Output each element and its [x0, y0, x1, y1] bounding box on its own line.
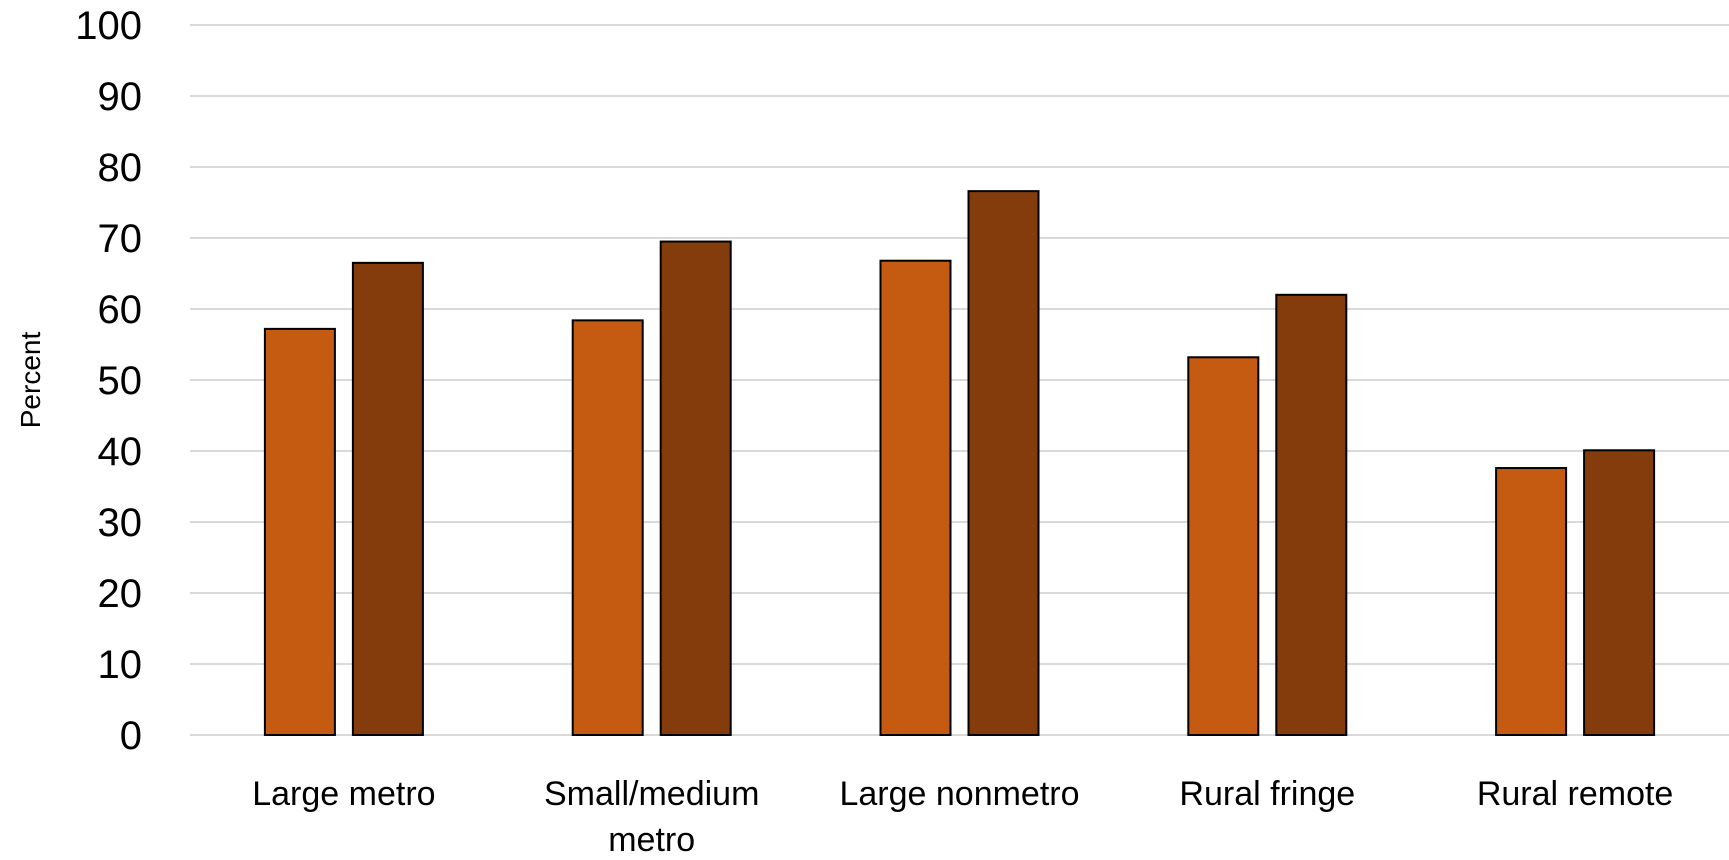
bar-series-1-1 [571, 319, 644, 736]
y-tick-label: 60 [98, 288, 143, 332]
bar-series-1-0 [263, 327, 336, 736]
y-axis-title: Percent [15, 332, 46, 429]
bar-series-2-1 [659, 240, 732, 737]
x-category-label: Large metro [252, 775, 435, 813]
y-tick-label: 100 [75, 4, 142, 48]
x-category-label: Small/medium metro [544, 775, 759, 859]
y-tick-label: 30 [98, 501, 143, 545]
x-axis-category-labels: Large metro Small/medium metro Large nonmet… [252, 775, 1673, 859]
bar-series-2-0 [351, 261, 424, 736]
bar-series-2-2 [967, 190, 1040, 736]
bars [263, 190, 1656, 737]
x-category-label: Large nonmetro [839, 775, 1079, 813]
y-tick-label: 0 [120, 714, 142, 758]
x-category-label: Rural remote [1477, 775, 1674, 813]
y-tick-label: 10 [98, 643, 143, 687]
gridlines [190, 24, 1729, 736]
y-tick-label: 20 [98, 572, 143, 616]
y-tick-label: 50 [98, 359, 143, 403]
bar-series-2-3 [1275, 293, 1348, 736]
x-category-label: Rural fringe [1179, 775, 1355, 813]
y-tick-label: 80 [98, 146, 143, 190]
bar-series-1-3 [1187, 356, 1260, 736]
y-axis-ticks: 0 10 20 30 40 50 60 70 80 90 100 [75, 4, 142, 758]
bar-series-2-4 [1583, 449, 1656, 736]
y-tick-label: 90 [98, 75, 143, 119]
bar-series-1-4 [1495, 467, 1568, 736]
y-tick-label: 70 [98, 217, 143, 261]
y-tick-label: 40 [98, 430, 143, 474]
bar-series-1-2 [879, 259, 952, 736]
